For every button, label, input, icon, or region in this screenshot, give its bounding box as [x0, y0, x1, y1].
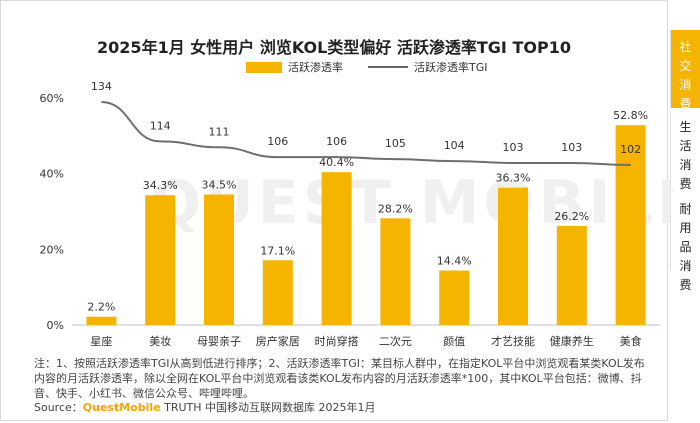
- tgi-value-label: 111: [209, 125, 230, 138]
- bar-value-label: 26.2%: [554, 210, 589, 223]
- tgi-value-label: 105: [385, 137, 406, 150]
- x-tick-label: 颜值: [443, 335, 465, 348]
- chart-plot: 0% 20% 40% 60% 2.2% 星座 34.3% 美妆 34.5% 母婴亲子 17.1% 房产…: [40, 80, 660, 348]
- side-tab-char: 消: [679, 158, 692, 172]
- legend-swatch-line: [368, 66, 408, 68]
- bar-value-label: 52.8%: [613, 109, 648, 122]
- x-tick-label: 二次元: [379, 334, 412, 348]
- y-tick-label: 60%: [40, 92, 64, 105]
- side-tab-char: 用: [679, 221, 692, 235]
- watermark: QUEST MOBILE: [150, 168, 700, 238]
- x-tick-label: 星座: [90, 334, 112, 348]
- legend-item-line: 活跃渗透率TGI: [368, 59, 488, 75]
- tgi-value-label: 104: [444, 139, 465, 152]
- legend-swatch-bar: [246, 61, 282, 73]
- tgi-value-label: 103: [503, 141, 524, 154]
- bar: [498, 187, 528, 325]
- side-tab-3[interactable]: 耐用品消费: [670, 192, 700, 292]
- tgi-value-label: 114: [150, 119, 171, 132]
- side-tab-char: 费: [679, 97, 692, 111]
- bar-value-label: 28.2%: [378, 202, 413, 215]
- side-tab-char: 交: [679, 59, 692, 73]
- tgi-line: [101, 101, 631, 166]
- tgi-value-label: 106: [326, 135, 347, 148]
- footnote: 注：1、按照活跃渗透率TGI从高到低进行排序；2、活跃渗透率TGI：某目标人群中…: [34, 357, 645, 400]
- bar: [204, 194, 234, 325]
- side-tab-char: 生: [679, 120, 692, 134]
- bar: [145, 195, 176, 325]
- bar: [556, 225, 587, 325]
- bar-value-label: 34.3%: [143, 179, 178, 192]
- bar: [380, 218, 411, 325]
- side-tab-2[interactable]: 生活消费: [670, 110, 700, 191]
- source-line: Source：QuestMobile TRUTH 中国移动互联网数据库 2025…: [34, 399, 376, 415]
- side-tab-char: 社: [679, 40, 692, 54]
- legend-item-bar: 活跃渗透率: [246, 59, 343, 75]
- tgi-value-label: 103: [561, 141, 582, 154]
- x-tick-label: 美妆: [149, 335, 171, 348]
- side-tab-char: 费: [679, 278, 692, 292]
- legend-label-bar: 活跃渗透率: [288, 61, 343, 74]
- chart-frame: [0, 0, 668, 421]
- y-tick-label: 20%: [40, 243, 64, 256]
- x-tick-label: 美食: [620, 334, 642, 348]
- source-rest: TRUTH 中国移动互联网数据库 2025年1月: [160, 401, 376, 414]
- chart-title: 2025年1月 女性用户 浏览KOL类型偏好 活跃渗透率TGI TOP10: [97, 38, 571, 57]
- side-tab-char: 消: [679, 78, 692, 92]
- side-tab-char: 消: [679, 259, 692, 273]
- bar: [321, 172, 352, 325]
- side-tab-char: 费: [679, 177, 692, 191]
- bar-value-label: 36.3%: [496, 172, 531, 185]
- x-tick-label: 才艺技能: [491, 334, 535, 348]
- bar: [86, 316, 117, 325]
- x-tick-label: 房产家居: [256, 334, 300, 348]
- legend-label-line: 活跃渗透率TGI: [414, 61, 488, 74]
- y-tick-label: 0%: [47, 319, 64, 332]
- bar-value-label: 34.5%: [202, 178, 237, 191]
- side-tab-char: 活: [679, 139, 692, 153]
- side-tab-char: 耐: [679, 202, 692, 216]
- bar-value-label: 2.2%: [87, 301, 115, 314]
- y-tick-label: 40%: [40, 168, 64, 181]
- x-tick-label: 健康养生: [550, 334, 594, 348]
- tgi-value-label: 134: [91, 80, 112, 93]
- x-tick-label: 时尚穿搭: [315, 334, 359, 348]
- source-prefix: Source：: [34, 401, 83, 414]
- tgi-value-label: 106: [267, 135, 288, 148]
- bar-value-label: 17.1%: [260, 244, 295, 257]
- bar-value-label: 14.4%: [437, 255, 472, 268]
- bar: [262, 260, 293, 325]
- x-tick-label: 母婴亲子: [197, 334, 241, 348]
- side-tab-char: 品: [679, 240, 692, 254]
- bar: [439, 270, 470, 325]
- bar: [615, 125, 646, 326]
- side-tab-1[interactable]: 社交消费: [670, 30, 700, 111]
- tgi-value-label: 102: [620, 143, 641, 156]
- bar-value-label: 40.4%: [319, 156, 354, 169]
- source-brand: QuestMobile: [82, 401, 161, 414]
